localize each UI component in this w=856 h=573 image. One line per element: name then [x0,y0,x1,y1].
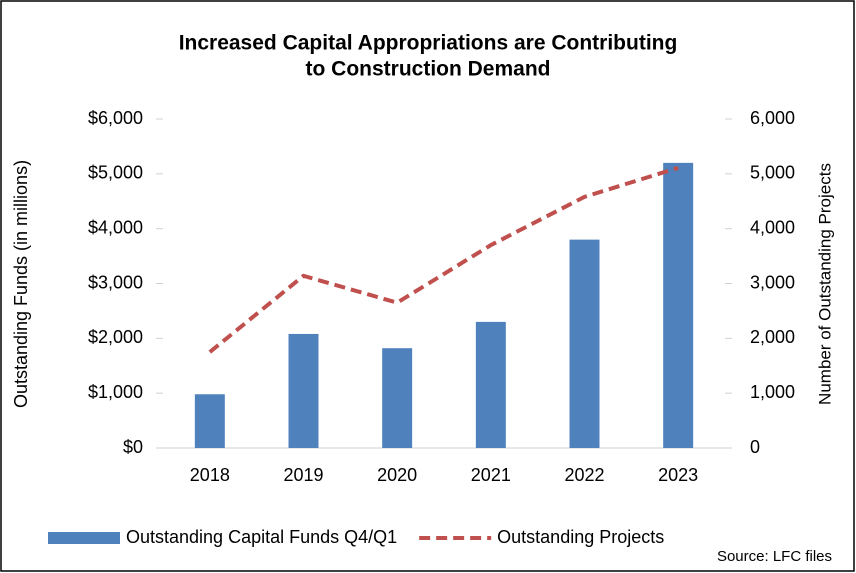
line [208,165,679,354]
legend-swatch [48,532,120,544]
bar [382,348,413,448]
y-axis-label: Outstanding Funds (in millions) [11,160,31,408]
y-tick-label: $5,000 [88,163,143,183]
x-tick-label: 2020 [377,465,417,485]
source-note: Source: LFC files [717,548,832,565]
y2-tick-label: 0 [750,437,760,457]
chart-title: to Construction Demand [306,58,551,81]
legend-label: Outstanding Capital Funds Q4/Q1 [126,527,397,547]
y2-tick-label: 3,000 [750,272,795,292]
y-tick-label: $0 [123,437,143,457]
y-tick-label: $2,000 [88,327,143,347]
y-tick-label: $3,000 [88,272,143,292]
y2-tick-label: 5,000 [750,163,795,183]
y2-tick-label: 6,000 [750,108,795,128]
x-tick-label: 2023 [658,465,698,485]
y-tick-label: $6,000 [88,108,143,128]
x-tick-label: 2019 [283,465,323,485]
bar [194,394,225,448]
y2-tick-label: 2,000 [750,327,795,347]
bar [475,321,506,448]
y-tick-label: $1,000 [88,382,143,402]
x-tick-label: 2022 [564,465,604,485]
bar [569,239,600,448]
y2-tick-label: 1,000 [750,382,795,402]
bar [288,333,319,448]
legend-label: Outstanding Projects [497,527,664,547]
x-tick-label: 2021 [471,465,511,485]
x-tick-label: 2018 [190,465,230,485]
bar [663,162,694,448]
y-tick-label: $4,000 [88,217,143,237]
y2-tick-label: 4,000 [750,217,795,237]
chart-title: Increased Capital Appropriations are Con… [179,32,678,55]
y2-axis-label: Number of Outstanding Projects [815,163,834,405]
